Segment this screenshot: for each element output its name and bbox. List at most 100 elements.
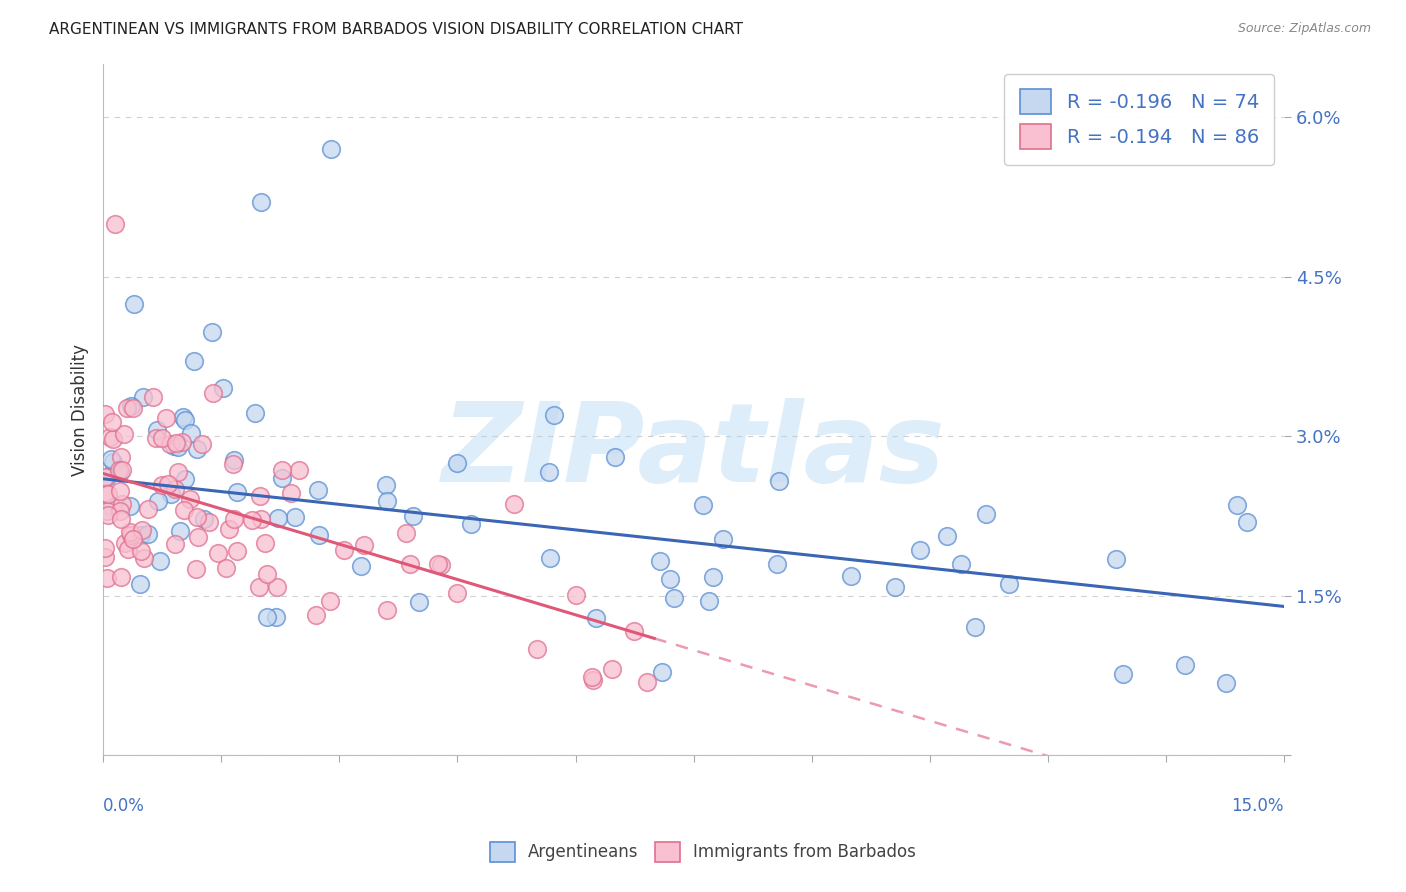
Point bbox=[711, 532, 734, 546]
Point bbox=[129, 576, 152, 591]
Point bbox=[96, 487, 118, 501]
Point bbox=[256, 567, 278, 582]
Point bbox=[308, 528, 330, 542]
Point bbox=[107, 463, 129, 477]
Point bbox=[249, 489, 271, 503]
Point bbox=[186, 562, 208, 576]
Point bbox=[565, 588, 588, 602]
Point bbox=[218, 521, 240, 535]
Point bbox=[187, 530, 209, 544]
Point bbox=[173, 503, 195, 517]
Point bbox=[122, 297, 145, 311]
Point bbox=[402, 509, 425, 524]
Point bbox=[270, 463, 292, 477]
Point bbox=[214, 561, 236, 575]
Point bbox=[117, 541, 139, 556]
Point bbox=[974, 507, 997, 521]
Point bbox=[664, 591, 686, 606]
Point bbox=[163, 537, 186, 551]
Point bbox=[543, 408, 565, 422]
Point bbox=[225, 544, 247, 558]
Point bbox=[201, 385, 224, 400]
Point bbox=[623, 624, 645, 639]
Point bbox=[288, 463, 311, 477]
Point bbox=[97, 508, 120, 522]
Point bbox=[101, 415, 124, 429]
Point bbox=[100, 451, 122, 466]
Point bbox=[446, 456, 468, 470]
Point bbox=[172, 409, 194, 424]
Point bbox=[193, 512, 215, 526]
Point bbox=[650, 554, 672, 568]
Point bbox=[240, 513, 263, 527]
Text: 0.0%: 0.0% bbox=[103, 797, 145, 814]
Point bbox=[96, 504, 118, 518]
Point bbox=[146, 494, 169, 508]
Point bbox=[446, 586, 468, 600]
Point bbox=[266, 581, 288, 595]
Point bbox=[697, 593, 720, 607]
Point bbox=[166, 441, 188, 455]
Point bbox=[93, 541, 115, 555]
Text: ZIPatlas: ZIPatlas bbox=[441, 398, 945, 505]
Point bbox=[142, 390, 165, 404]
Point bbox=[839, 569, 862, 583]
Point bbox=[284, 509, 307, 524]
Point bbox=[249, 195, 271, 210]
Point bbox=[502, 497, 524, 511]
Point bbox=[304, 608, 326, 623]
Point bbox=[134, 550, 156, 565]
Point bbox=[131, 523, 153, 537]
Point bbox=[333, 543, 356, 558]
Point bbox=[280, 486, 302, 500]
Point bbox=[582, 673, 605, 687]
Point bbox=[600, 661, 623, 675]
Point bbox=[104, 217, 127, 231]
Point bbox=[136, 501, 159, 516]
Point bbox=[243, 406, 266, 420]
Point bbox=[250, 512, 273, 526]
Y-axis label: Vision Disability: Vision Disability bbox=[72, 343, 89, 475]
Point bbox=[375, 494, 398, 508]
Point bbox=[110, 570, 132, 584]
Point bbox=[136, 526, 159, 541]
Point bbox=[408, 595, 430, 609]
Point bbox=[174, 472, 197, 486]
Point bbox=[222, 512, 245, 526]
Point bbox=[98, 430, 121, 444]
Point bbox=[221, 457, 243, 471]
Point bbox=[108, 465, 131, 479]
Point bbox=[659, 573, 682, 587]
Point bbox=[353, 538, 375, 552]
Point bbox=[398, 557, 420, 571]
Point bbox=[129, 528, 152, 542]
Point bbox=[247, 580, 270, 594]
Point bbox=[226, 485, 249, 500]
Point bbox=[111, 497, 134, 511]
Point bbox=[768, 474, 790, 488]
Point bbox=[936, 529, 959, 543]
Point bbox=[132, 390, 155, 404]
Point bbox=[179, 491, 201, 506]
Point bbox=[118, 525, 141, 540]
Point bbox=[114, 536, 136, 550]
Point bbox=[121, 532, 143, 546]
Text: Source: ZipAtlas.com: Source: ZipAtlas.com bbox=[1237, 22, 1371, 36]
Point bbox=[430, 558, 453, 572]
Point bbox=[156, 477, 179, 491]
Point bbox=[197, 515, 219, 529]
Point bbox=[1174, 657, 1197, 672]
Point bbox=[375, 478, 398, 492]
Point bbox=[186, 442, 208, 457]
Point bbox=[1112, 667, 1135, 681]
Point bbox=[264, 610, 287, 624]
Point bbox=[183, 354, 205, 368]
Point bbox=[180, 425, 202, 440]
Point bbox=[122, 401, 145, 415]
Point bbox=[163, 439, 186, 453]
Point bbox=[200, 325, 222, 339]
Point bbox=[581, 670, 603, 684]
Point bbox=[651, 665, 673, 680]
Point bbox=[377, 602, 399, 616]
Point bbox=[112, 427, 135, 442]
